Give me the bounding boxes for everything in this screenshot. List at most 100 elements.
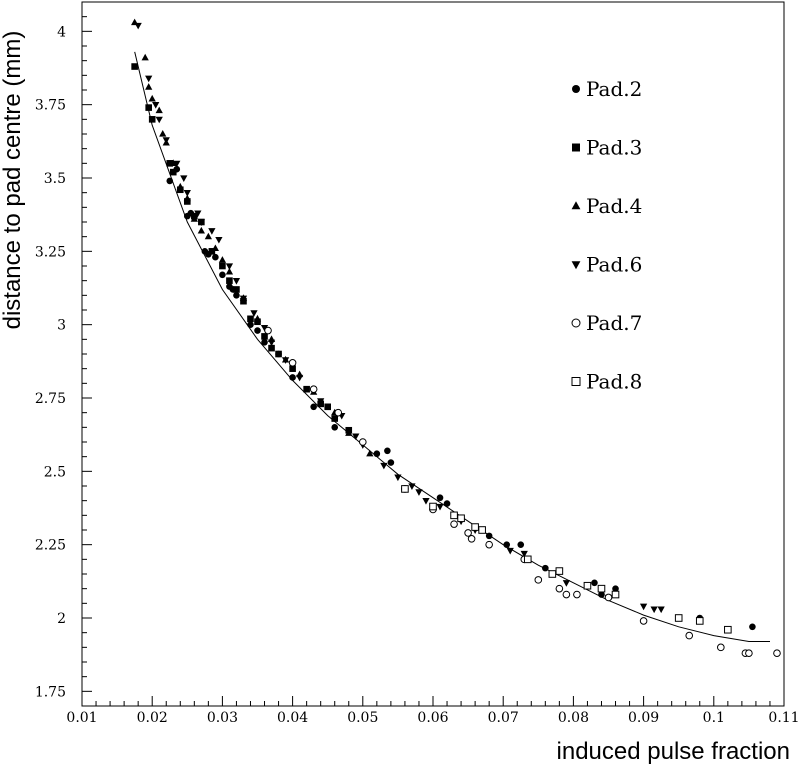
data-points (131, 18, 781, 658)
y-tick-label: 2 (57, 611, 66, 627)
data-point (443, 500, 451, 507)
data-point (226, 277, 233, 284)
data-point (145, 104, 152, 111)
data-point (148, 116, 156, 123)
data-point (573, 590, 581, 599)
legend-marker (571, 318, 581, 328)
data-point (145, 83, 153, 90)
legend-marker (572, 143, 580, 152)
data-point (194, 210, 202, 218)
legend-marker (572, 85, 580, 93)
data-point (457, 514, 465, 523)
data-point (749, 623, 756, 631)
data-point (295, 374, 304, 382)
data-point (485, 532, 493, 540)
legend-label: Pad.2 (586, 77, 642, 101)
y-tick-label: 4 (57, 24, 66, 40)
data-point (260, 324, 269, 332)
data-point (359, 438, 367, 446)
data-point (145, 75, 153, 83)
y-axis-label: distance to pad centre (mm) (0, 31, 26, 330)
data-point (467, 535, 476, 543)
data-point (303, 385, 310, 393)
legend-marker (571, 261, 581, 270)
data-point (218, 256, 227, 263)
data-point (131, 63, 138, 70)
data-point (250, 310, 258, 317)
data-point (373, 450, 381, 458)
data-point (204, 232, 212, 240)
x-tick-label: 0.09 (628, 710, 659, 726)
data-point (197, 219, 205, 226)
data-point (254, 327, 261, 334)
data-point (169, 168, 177, 176)
data-point (247, 321, 254, 328)
data-point (523, 555, 532, 564)
data-point (334, 408, 343, 417)
data-point (555, 584, 564, 593)
data-point (148, 94, 156, 102)
data-point (254, 318, 261, 326)
data-point (324, 403, 331, 411)
y-tick-label: 2.75 (35, 391, 66, 407)
x-tick-label: 0.1 (703, 710, 725, 726)
data-point (267, 339, 276, 347)
data-point (310, 403, 317, 411)
data-point (169, 159, 177, 166)
data-point (176, 182, 184, 190)
fit-curve (134, 51, 770, 642)
data-point (394, 474, 402, 482)
data-point (219, 271, 226, 279)
legend-item: Pad.3 (572, 136, 642, 160)
y-axis: 1.75 2 2.25 2.5 2.75 3 3.25 3.5 3.75 4 (35, 1, 92, 707)
legend-label: Pad.7 (586, 311, 642, 335)
y-tick-label: 3.25 (35, 244, 66, 260)
data-point (219, 262, 226, 270)
data-point (184, 198, 191, 205)
data-point (436, 503, 444, 511)
data-point (598, 591, 605, 598)
data-point (183, 190, 191, 197)
data-point (197, 226, 205, 234)
y-tick-label: 3.5 (44, 171, 66, 187)
data-point (436, 494, 444, 502)
data-point (352, 433, 360, 441)
data-point (380, 462, 388, 470)
series-pad-2 (166, 165, 756, 631)
legend-item: Pad.4 (571, 194, 642, 218)
data-point (597, 584, 606, 593)
legend-item: Pad.7 (571, 311, 642, 335)
data-point (208, 228, 216, 235)
x-axis-label: induced pulse fraction (557, 738, 790, 765)
data-point (166, 160, 174, 167)
data-point (745, 649, 753, 658)
data-point (674, 614, 683, 622)
legend-label: Pad.6 (586, 253, 642, 277)
data-point (517, 541, 525, 548)
data-point (261, 338, 268, 346)
data-point (239, 295, 248, 303)
data-point (345, 429, 353, 436)
data-point (261, 333, 268, 340)
data-point (555, 567, 564, 575)
legend-label: Pad.4 (586, 194, 642, 218)
data-point (162, 137, 170, 144)
data-point (612, 585, 619, 592)
data-point (155, 116, 163, 124)
series-pad-4 (131, 18, 374, 457)
data-point (422, 498, 430, 505)
data-point (152, 102, 160, 109)
data-point (225, 263, 234, 270)
data-point (485, 540, 493, 549)
data-point (520, 550, 528, 558)
data-point (289, 374, 296, 381)
data-point (159, 130, 167, 137)
legend-label: Pad.8 (586, 370, 642, 394)
legend: Pad.2 Pad.3 Pad.4 Pad.6 Pad.7 Pad.8 (571, 77, 642, 394)
data-point (685, 631, 694, 640)
data-point (611, 590, 620, 599)
data-point (134, 22, 142, 30)
data-point (289, 365, 296, 372)
data-point (288, 359, 297, 367)
data-point (506, 547, 514, 555)
